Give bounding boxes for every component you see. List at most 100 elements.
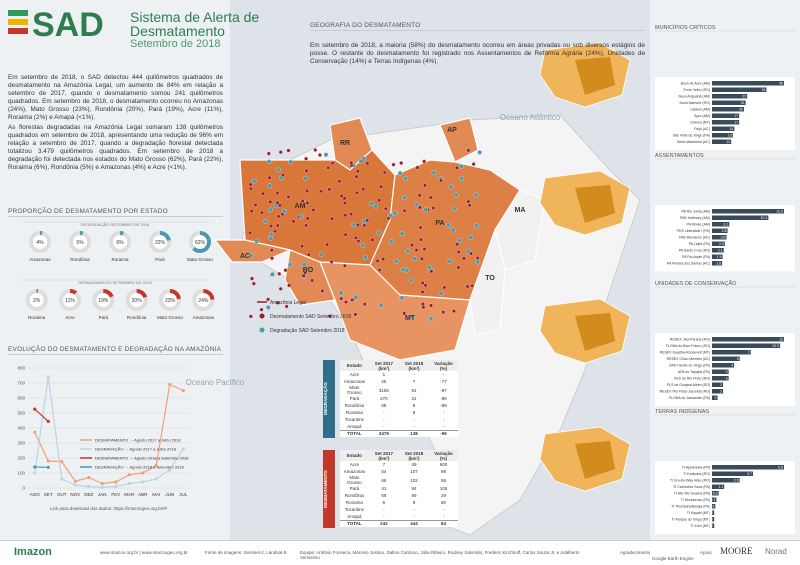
bar — [712, 235, 727, 240]
bar-value: 12 — [726, 140, 730, 144]
series-point — [141, 471, 145, 475]
table-cell: -96 — [429, 429, 458, 437]
pin — [453, 192, 459, 198]
pin — [391, 162, 396, 167]
donut-arc — [92, 289, 115, 311]
series-point — [154, 463, 158, 468]
pin — [409, 314, 415, 319]
bar-value: 2.5 — [734, 479, 739, 483]
table-row: Acre 7 49 600 — [340, 461, 458, 468]
pin — [306, 252, 311, 257]
table-cell: 7 — [382, 462, 386, 467]
pin — [342, 201, 347, 206]
bar — [712, 497, 717, 502]
mini-map-shade — [575, 313, 615, 351]
table-row: Roraima - 9 - — [340, 409, 458, 416]
table-cell: - — [442, 417, 445, 422]
series-point — [87, 475, 91, 480]
bar — [712, 395, 718, 400]
bar-value: 3.7 — [747, 472, 752, 476]
section-title: PROPORÇÃO DE DESMATAMENTO POR ESTADO — [8, 208, 223, 217]
pin — [249, 276, 254, 281]
table-cell: Mato Grosso — [347, 475, 362, 485]
donut-arc — [69, 231, 91, 253]
table-cell: Tocantins — [344, 417, 364, 422]
table-row: Tocantins - - - — [340, 506, 458, 513]
donut-arc — [149, 231, 171, 253]
pin — [278, 150, 283, 155]
pin — [403, 176, 409, 182]
footer-support: Apoio — [700, 550, 712, 555]
pin — [419, 256, 424, 261]
pin — [350, 298, 355, 302]
bar — [712, 87, 767, 92]
title-line: Desmatamento — [130, 23, 225, 39]
table-side: DEGRADAÇÃO — [323, 360, 335, 438]
donut-name: Amazonas — [193, 315, 215, 320]
series-point — [73, 483, 77, 487]
table-row: Mato Grosso 3165 81 -97 — [340, 385, 458, 395]
series-point — [114, 484, 118, 489]
footer — [0, 540, 800, 565]
series-point — [127, 481, 131, 486]
bar — [712, 369, 729, 374]
bar — [712, 100, 746, 105]
bar-name: RESEX Chico Mendes (AC) — [667, 357, 710, 361]
pin — [392, 210, 398, 216]
table-cell: 25 — [381, 379, 387, 384]
pin — [284, 304, 289, 309]
pin — [471, 162, 476, 167]
pin — [259, 210, 264, 215]
pin — [267, 175, 272, 180]
y-tick-label: 300 — [17, 441, 25, 446]
bar — [712, 465, 784, 470]
pin — [253, 203, 258, 207]
pin — [475, 256, 480, 260]
y-tick-label: 0 — [22, 486, 25, 491]
table-cell: 9 — [412, 410, 416, 415]
pin — [342, 263, 347, 268]
pin — [301, 273, 306, 278]
legend-label: Degradação SAD Setembro 2018 — [270, 328, 345, 334]
table-cell: - — [442, 410, 445, 415]
bar-name: FES do Rio Preto (RO) — [674, 377, 710, 381]
bar — [712, 209, 784, 214]
bar-name: FLONA do Jamanxim (PA) — [669, 396, 710, 400]
x-tick-label: AGO — [30, 492, 41, 497]
x-tick-label: DEZ — [84, 492, 93, 497]
bar-value: 4 — [731, 364, 733, 368]
pin — [399, 161, 404, 165]
table-cell: 1 — [382, 372, 386, 377]
pin — [415, 165, 420, 170]
mini-map-shade — [575, 185, 615, 223]
pin — [477, 150, 483, 155]
bar-name: APA Triunfo do Xingu (PA) — [669, 364, 710, 368]
bar-name: Porto Velho (RO) — [683, 88, 710, 92]
table-cell: Amazonas — [343, 469, 365, 474]
bar-name: Feijó (AC) — [694, 127, 710, 131]
pin — [320, 288, 325, 293]
table-cell: - — [442, 513, 445, 519]
geography-text: Em setembro de 2018, a maioria (58%) do … — [310, 42, 645, 65]
pin — [354, 174, 359, 179]
y-tick-label: 700 — [17, 381, 25, 386]
legend-swatch — [259, 313, 265, 319]
bar-name: TI Mundurucu (PA) — [681, 498, 710, 502]
pin — [304, 168, 309, 173]
table-cell: 81 — [411, 387, 417, 393]
pin — [420, 290, 425, 294]
table-cell: Acre — [349, 372, 359, 377]
pin — [263, 218, 269, 224]
table-row: Tocantins - - - — [340, 416, 458, 423]
pin — [275, 300, 280, 305]
donut-arc — [109, 231, 131, 253]
table-cell: 55 — [441, 477, 447, 483]
pin — [356, 239, 361, 243]
bar — [712, 356, 740, 361]
table-cell: 68 — [381, 403, 387, 408]
bar-value: 10.1 — [761, 216, 768, 220]
table-row: Rondônia 68 8 -89 — [340, 402, 458, 409]
bar-value: 1.9 — [717, 255, 722, 259]
x-tick-label: MAR — [124, 492, 135, 497]
